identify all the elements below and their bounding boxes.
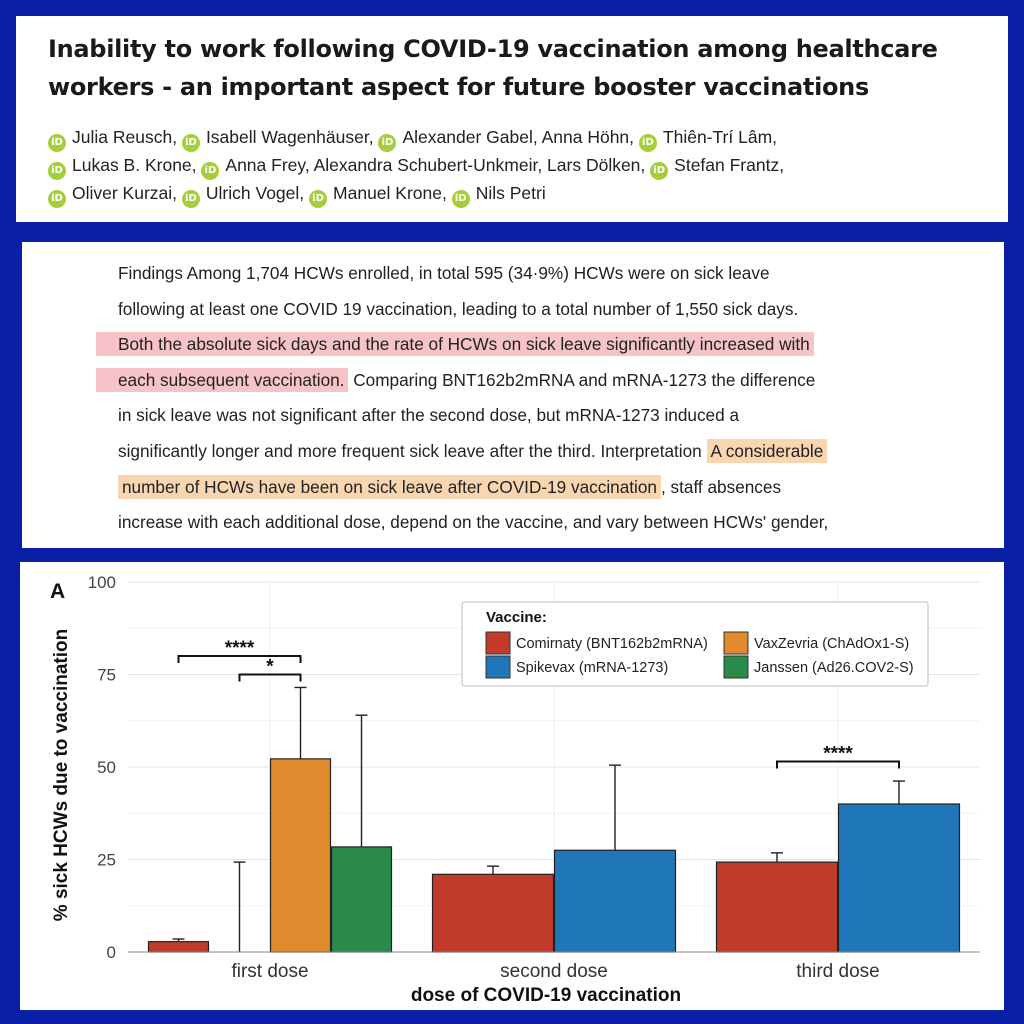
orcid-icon[interactable]: iD	[48, 190, 66, 208]
legend-box	[461, 601, 929, 687]
significance-bracket	[776, 760, 900, 769]
abstract-line: following at least one COVID 19 vaccinat…	[118, 292, 1004, 328]
significance-label: ****	[823, 743, 853, 764]
y-tick-label: 75	[97, 666, 116, 685]
significance-label: ****	[225, 638, 255, 659]
legend-swatch	[485, 631, 511, 655]
author-name: Nils Petri	[475, 183, 546, 203]
orcid-icon[interactable]: iD	[201, 162, 220, 180]
significance-bracket	[238, 673, 302, 682]
highlighted-text: Both the absolute sick days and the rate…	[96, 332, 814, 357]
abstract-text: following at least one COVID 19 vaccinat…	[118, 298, 799, 319]
x-tick-label: first dose	[231, 961, 308, 982]
abstract-text: Findings Among 1,704 HCWs enrolled, in t…	[118, 263, 770, 283]
y-axis-title: % sick HCWs due to vaccination	[51, 629, 72, 921]
y-tick-label: 100	[88, 573, 116, 592]
bar	[147, 941, 210, 953]
significance-label: *	[266, 657, 274, 678]
panel-letter: A	[50, 580, 65, 603]
orcid-icon[interactable]: iD	[181, 190, 200, 208]
legend-label: Comirnaty (BNT162b2mRNA)	[516, 636, 708, 652]
bar	[330, 846, 393, 953]
author-name: Manuel Krone,	[333, 183, 447, 203]
abstract-line: in sick leave was not significant after …	[118, 398, 1004, 434]
paper-title: Inability to work following COVID-19 vac…	[48, 35, 938, 101]
author-name: Julia Reusch,	[72, 127, 178, 147]
abstract-text: in sick leave was not significant after …	[118, 405, 740, 426]
abstract-line: number of HCWs have been on sick leave a…	[118, 470, 1004, 506]
legend-label: Spikevax (mRNA-1273)	[516, 660, 668, 676]
title-panel: Inability to work following COVID-19 vac…	[16, 16, 1008, 222]
legend-swatch	[485, 655, 511, 679]
orcid-icon[interactable]: iD	[48, 162, 66, 180]
x-tick-label: third dose	[796, 961, 879, 982]
bar	[715, 861, 839, 953]
legend-label: Janssen (Ad26.COV2-S)	[754, 660, 914, 676]
author-list: iD Julia Reusch, iD Isabell Wagenhäuser, i…	[48, 124, 978, 208]
author-name: Lukas B. Krone,	[72, 155, 197, 175]
bar	[553, 849, 677, 953]
y-tick-label: 25	[97, 851, 116, 870]
significance-bracket	[177, 655, 302, 663]
bar	[269, 758, 332, 953]
legend-swatch	[723, 631, 749, 655]
abstract-text: , staff absences	[660, 476, 782, 497]
chart-panel: 0 25 50 75 100 first dose second dose third dos…	[20, 562, 1004, 1010]
author-name: Isabell Wagenhäuser,	[205, 127, 374, 147]
author-line: iD Lukas B. Krone, iD Anna Frey, Alexandra…	[48, 152, 978, 180]
abstract-line: each subsequent vaccination. Comparing B…	[96, 363, 1004, 399]
author-name: Ulrich Vogel,	[205, 183, 305, 203]
highlighted-text: A considerable	[706, 438, 828, 463]
abstract-text: significantly longer and more frequent s…	[118, 440, 707, 461]
abstract-line: significantly longer and more frequent s…	[118, 434, 1004, 470]
abstract-panel: Findings Among 1,704 HCWs enrolled, in t…	[22, 242, 1004, 548]
author-line: iD Julia Reusch, iD Isabell Wagenhäuser, i…	[48, 124, 978, 152]
orcid-icon[interactable]: iD	[638, 134, 657, 152]
x-axis-title: dose of COVID-19 vaccination	[411, 985, 681, 1006]
orcid-icon[interactable]: iD	[181, 134, 200, 152]
bar	[837, 803, 961, 953]
abstract-findings: Findings Among 1,704 HCWs enrolled, in t…	[96, 256, 1004, 541]
abstract-line: Findings Among 1,704 HCWs enrolled, in t…	[118, 256, 1004, 292]
orcid-icon[interactable]: iD	[650, 162, 669, 180]
y-tick-label: 0	[107, 943, 116, 962]
highlighted-text: each subsequent vaccination.	[96, 367, 349, 392]
legend-swatch	[723, 655, 749, 679]
legend-title: Vaccine:	[486, 609, 547, 626]
abstract-line: Both the absolute sick days and the rate…	[96, 327, 1004, 363]
author-name: Stefan Frantz,	[674, 155, 785, 175]
author-name: Alexander Gabel, Anna Höhn,	[402, 127, 635, 147]
bar	[431, 873, 555, 953]
author-name: Oliver Kurzai,	[72, 183, 178, 203]
author-name: Anna Frey, Alexandra Schubert-Unkmeir, L…	[225, 155, 646, 175]
x-tick-label: second dose	[500, 961, 608, 982]
abstract-text: Comparing BNT162b2mRNA and mRNA-1273 the…	[348, 369, 816, 390]
abstract-line: increase with each additional dose, depe…	[118, 505, 1004, 541]
legend-label: VaxZevria (ChAdOx1-S)	[754, 636, 909, 652]
orcid-icon[interactable]: iD	[451, 190, 470, 208]
highlighted-text: number of HCWs have been on sick leave a…	[118, 474, 661, 499]
orcid-icon[interactable]: iD	[48, 134, 66, 152]
author-line: iD Oliver Kurzai, iD Ulrich Vogel, iD Manue…	[48, 180, 978, 208]
orcid-icon[interactable]: iD	[309, 190, 328, 208]
orcid-icon[interactable]: iD	[378, 134, 397, 152]
author-name: Thiên-Trí Lâm,	[662, 127, 778, 147]
abstract-text: increase with each additional dose, depe…	[118, 512, 829, 533]
bar-chart: 0 25 50 75 100 first dose second dose third dos…	[50, 573, 980, 1006]
y-tick-label: 50	[97, 758, 116, 777]
